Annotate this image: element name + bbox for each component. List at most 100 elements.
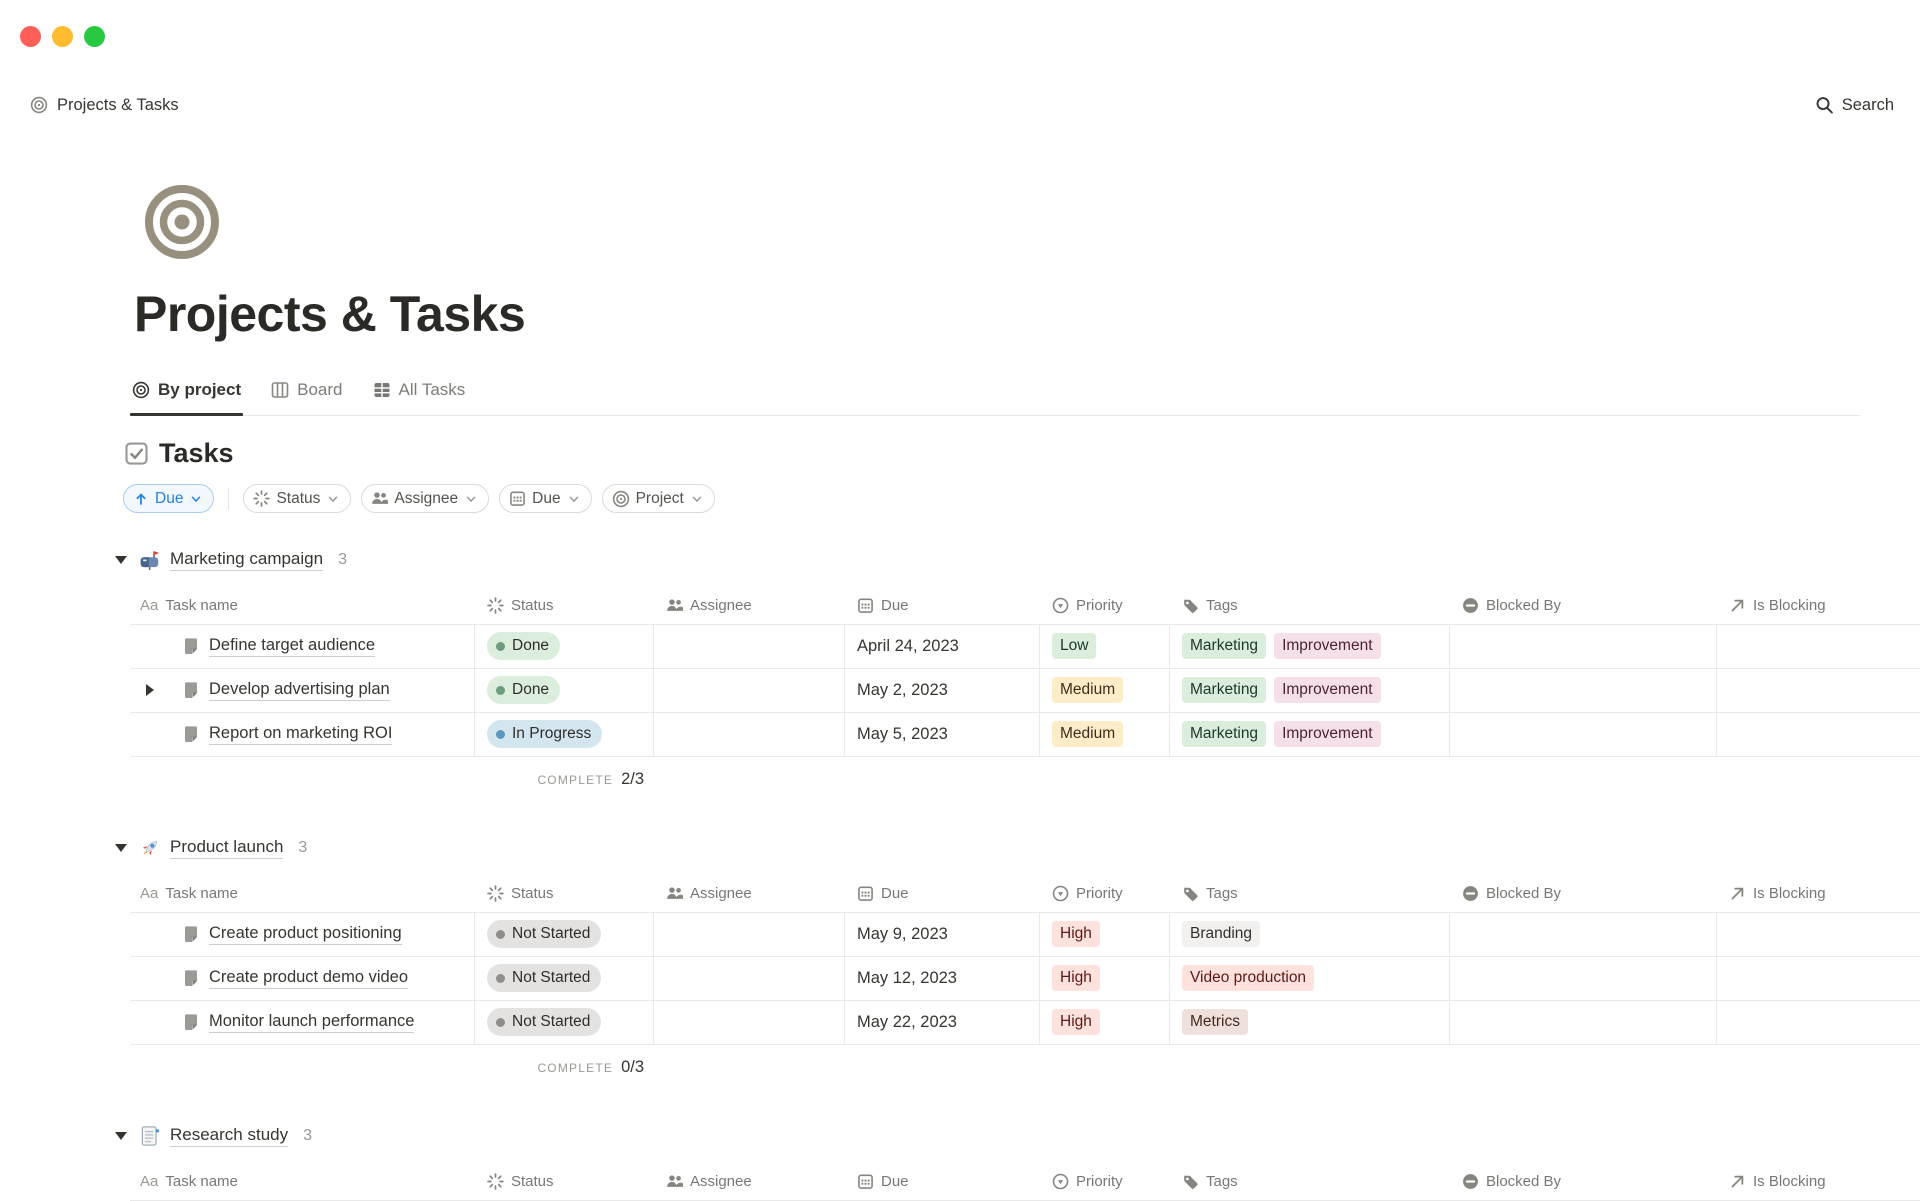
priority-cell[interactable]: High [1040,956,1170,1000]
group-name[interactable]: Product launch [170,837,284,859]
assignee-cell[interactable] [654,956,845,1000]
task-title[interactable]: Create product positioning [209,924,402,945]
priority-pill[interactable]: Medium [1052,677,1124,703]
priority-pill[interactable]: High [1052,1009,1100,1035]
status-pill[interactable]: Not Started [487,1008,602,1036]
priority-cell[interactable]: High [1040,1000,1170,1044]
filter-chip-status[interactable]: Status [243,484,352,513]
column-header-status[interactable]: Status [475,587,654,624]
group-name[interactable]: Research study [170,1125,289,1147]
group-name[interactable]: Marketing campaign [170,549,324,571]
column-header-assignee[interactable]: Assignee [654,587,845,624]
status-pill[interactable]: Done [487,676,561,704]
tag-pill[interactable]: Video production [1182,965,1315,991]
tags-cell[interactable]: Branding [1170,912,1450,956]
blocked-by-cell[interactable] [1450,956,1717,1000]
due-cell[interactable]: May 9, 2023 [845,912,1040,956]
tags-cell[interactable]: Video production [1170,956,1450,1000]
zoom-window-button[interactable] [84,26,105,47]
status-pill[interactable]: Done [487,632,561,660]
due-cell[interactable]: April 24, 2023 [845,624,1040,668]
tag-pill[interactable]: Marketing [1182,633,1267,659]
task-title[interactable]: Monitor launch performance [209,1012,415,1033]
filter-chip-assignee[interactable]: Assignee [361,484,490,513]
status-cell[interactable]: Not Started [475,1000,654,1044]
priority-cell[interactable]: High [1040,912,1170,956]
column-header-priority[interactable]: Priority [1040,587,1170,624]
priority-pill[interactable]: Medium [1052,721,1124,747]
task-name-cell[interactable]: Define target audience [130,624,475,668]
tab-all-tasks[interactable]: All Tasks [371,366,468,415]
blocked-by-cell[interactable] [1450,668,1717,712]
breadcrumb[interactable]: Projects & Tasks [30,96,179,115]
tag-pill[interactable]: Improvement [1274,721,1381,747]
assignee-cell[interactable] [654,912,845,956]
tab-by-project[interactable]: By project [130,366,244,416]
column-header-due[interactable]: Due [845,1163,1040,1200]
is-blocking-cell[interactable] [1717,913,1920,956]
tag-pill[interactable]: Branding [1182,921,1261,947]
due-cell[interactable]: May 22, 2023 [845,1000,1040,1044]
close-window-button[interactable] [20,26,41,47]
status-pill[interactable]: Not Started [487,964,602,992]
page-bullseye-icon[interactable] [144,184,220,260]
status-cell[interactable]: Done [475,624,654,668]
column-header-task[interactable]: Aa Task name [130,587,475,624]
filter-chip-due[interactable]: Due [499,484,592,513]
column-header-priority[interactable]: Priority [1040,875,1170,912]
is-blocking-cell[interactable] [1717,957,1920,1000]
column-header-due[interactable]: Due [845,875,1040,912]
column-header-blocked[interactable]: Blocked By [1450,1163,1717,1200]
column-header-blocked[interactable]: Blocked By [1450,587,1717,624]
search-button[interactable]: Search [1815,96,1894,115]
collapse-triangle-icon[interactable] [115,843,127,852]
is-blocking-cell[interactable] [1717,669,1920,712]
assignee-cell[interactable] [654,624,845,668]
assignee-cell[interactable] [654,668,845,712]
priority-cell[interactable]: Medium [1040,712,1170,756]
status-pill[interactable]: Not Started [487,920,602,948]
status-cell[interactable]: Not Started [475,912,654,956]
priority-cell[interactable]: Medium [1040,668,1170,712]
task-name-cell[interactable]: Monitor launch performance [130,1000,475,1044]
tags-cell[interactable]: Marketing Improvement [1170,712,1450,756]
is-blocking-cell[interactable] [1717,1001,1920,1044]
task-title[interactable]: Define target audience [209,636,376,657]
expand-subtasks-triangle-icon[interactable] [146,684,154,696]
tags-cell[interactable]: Marketing Improvement [1170,624,1450,668]
column-header-blocking[interactable]: Is Blocking [1717,1163,1920,1200]
column-header-priority[interactable]: Priority [1040,1163,1170,1200]
tag-pill[interactable]: Marketing [1182,721,1267,747]
assignee-cell[interactable] [654,712,845,756]
status-cell[interactable]: In Progress [475,712,654,756]
column-header-tags[interactable]: Tags [1170,1163,1450,1200]
tags-cell[interactable]: Metrics [1170,1000,1450,1044]
priority-pill[interactable]: High [1052,965,1100,991]
blocked-by-cell[interactable] [1450,1000,1717,1044]
tag-pill[interactable]: Improvement [1274,633,1381,659]
complete-value[interactable]: 0/3 [621,1057,644,1076]
column-header-blocking[interactable]: Is Blocking [1717,587,1920,624]
column-header-assignee[interactable]: Assignee [654,875,845,912]
column-header-task[interactable]: Aa Task name [130,1163,475,1200]
blocked-by-cell[interactable] [1450,624,1717,668]
task-name-cell[interactable]: Create product positioning [130,912,475,956]
task-title[interactable]: Create product demo video [209,968,409,989]
collapse-triangle-icon[interactable] [115,555,127,564]
column-header-status[interactable]: Status [475,1163,654,1200]
column-header-task[interactable]: Aa Task name [130,875,475,912]
is-blocking-cell[interactable] [1717,713,1920,756]
column-header-due[interactable]: Due [845,587,1040,624]
column-header-status[interactable]: Status [475,875,654,912]
task-name-cell[interactable]: Create product demo video [130,956,475,1000]
blocked-by-cell[interactable] [1450,712,1717,756]
tag-pill[interactable]: Marketing [1182,677,1267,703]
minimize-window-button[interactable] [52,26,73,47]
task-title[interactable]: Report on marketing ROI [209,724,393,745]
task-name-cell[interactable]: Report on marketing ROI [130,712,475,756]
task-title[interactable]: Develop advertising plan [209,680,390,701]
status-cell[interactable]: Done [475,668,654,712]
priority-pill[interactable]: High [1052,921,1100,947]
filter-chip-project[interactable]: Project [601,484,715,513]
priority-pill[interactable]: Low [1052,633,1097,659]
